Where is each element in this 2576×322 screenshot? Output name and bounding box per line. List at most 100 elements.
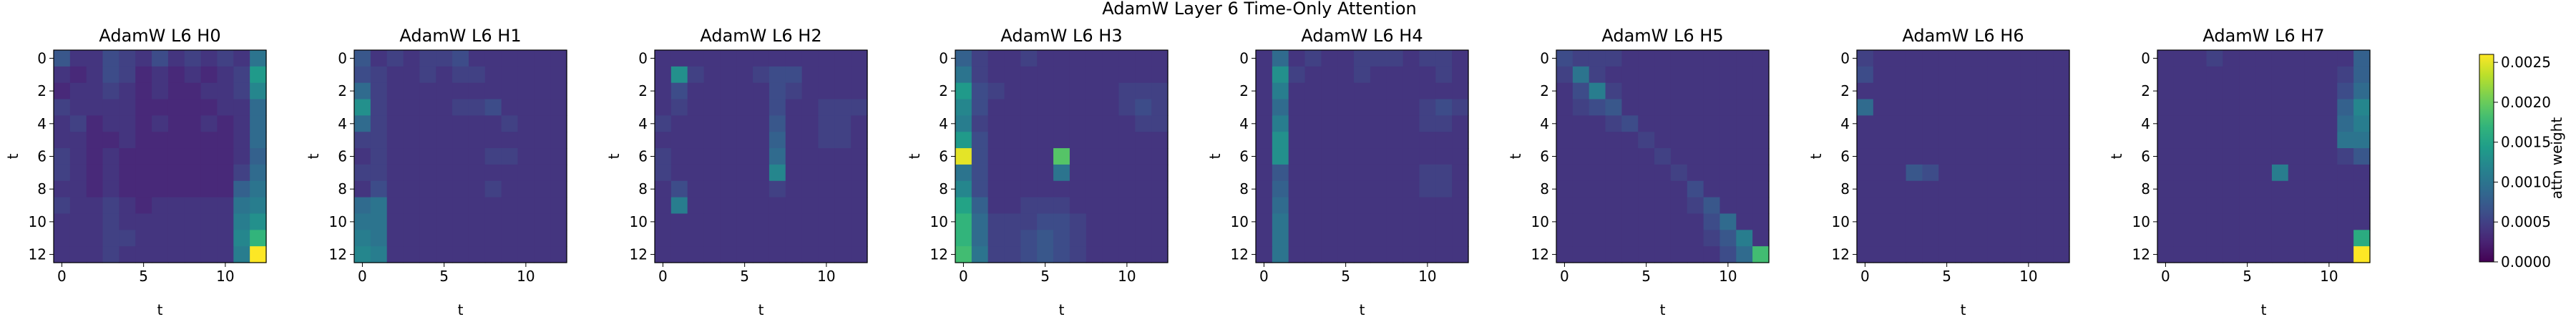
heatmap-cell-r5-c12 bbox=[250, 132, 267, 149]
heatmap-cell-r2-c6 bbox=[1955, 82, 1972, 100]
heatmap-cell-r1-c3 bbox=[1004, 66, 1021, 84]
heatmap-cell-r9-c8 bbox=[785, 197, 803, 215]
heatmap-cell-r0-c7 bbox=[167, 50, 185, 67]
heatmap-cell-r9-c2 bbox=[987, 197, 1005, 215]
heatmap-cell-r6-c12 bbox=[2053, 148, 2070, 165]
heatmap-cell-r6-c12 bbox=[250, 148, 267, 165]
heatmap-cell-r9-c2 bbox=[2190, 197, 2207, 215]
heatmap-cell-r9-c2 bbox=[86, 197, 104, 215]
heatmap-cell-r2-c6 bbox=[152, 82, 169, 100]
heatmap-cell-r11-c8 bbox=[1386, 230, 1404, 247]
heatmap-cell-r6-c10 bbox=[1118, 148, 1136, 165]
heatmap-cell-r8-c5 bbox=[1337, 180, 1355, 198]
heatmap-cell-r11-c11 bbox=[534, 230, 551, 247]
heatmap-cell-r4-c0 bbox=[354, 115, 371, 132]
heatmap-cell-r5-c11 bbox=[834, 132, 852, 149]
heatmap-cell-r3-c0 bbox=[1256, 99, 1273, 116]
heatmap-cell-r3-c10 bbox=[1118, 99, 1136, 116]
heatmap-cell-r4-c6 bbox=[1053, 115, 1070, 132]
heatmap-cell-r8-c6 bbox=[1955, 180, 1972, 198]
heatmap-cell-r3-c8 bbox=[484, 99, 502, 116]
heatmap-cell-r0-c0 bbox=[955, 50, 972, 67]
heatmap-cell-r9-c4 bbox=[1020, 197, 1038, 215]
heatmap-cell-r2-c12 bbox=[1452, 82, 1469, 100]
heatmap-cell-r7-c6 bbox=[753, 164, 770, 182]
heatmap-cell-r12-c10 bbox=[1419, 246, 1436, 263]
heatmap-cell-r11-c10 bbox=[1719, 230, 1737, 247]
heatmap-cell-r7-c3 bbox=[1906, 164, 1923, 182]
heatmap-cell-r10-c9 bbox=[1102, 213, 1120, 230]
heatmap-cell-r5-c6 bbox=[753, 132, 770, 149]
heatmap-cell-r7-c1 bbox=[1873, 164, 1890, 182]
y-tick-label: 4 bbox=[1239, 115, 1249, 132]
heatmap-cell-r0-c0 bbox=[655, 50, 672, 67]
colorbar-tick-label: 0.0000 bbox=[2501, 253, 2551, 270]
heatmap-cell-r5-c10 bbox=[517, 132, 535, 149]
heatmap-cell-r2-c4 bbox=[1020, 82, 1038, 100]
x-axis-label: t bbox=[157, 301, 163, 318]
heatmap-cell-r5-c6 bbox=[1053, 132, 1070, 149]
heatmap-cell-r2-c5 bbox=[1638, 82, 1655, 100]
heatmap-cell-r5-c2 bbox=[687, 132, 705, 149]
heatmap-cell-r8-c12 bbox=[1752, 180, 1770, 198]
heatmap-cell-r5-c2 bbox=[1288, 132, 1306, 149]
heatmap-cell-r8-c4 bbox=[2223, 180, 2240, 198]
x-axis-label: t bbox=[1660, 301, 1666, 318]
heatmap-cell-r0-c1 bbox=[1272, 50, 1289, 67]
y-axis-label: t bbox=[906, 153, 923, 159]
heatmap-cell-r0-c9 bbox=[200, 50, 218, 67]
heatmap-cell-r5-c3 bbox=[102, 132, 119, 149]
heatmap-cell-r3-c2 bbox=[1589, 99, 1606, 116]
heatmap-cell-r11-c4 bbox=[720, 230, 737, 247]
heatmap-cell-r0-c1 bbox=[1572, 50, 1590, 67]
heatmap-cell-r6-c2 bbox=[687, 148, 705, 165]
x-tick-label: 0 bbox=[959, 268, 968, 285]
heatmap-cell-r12-c6 bbox=[1955, 246, 1972, 263]
heatmap-cell-r7-c12 bbox=[250, 164, 267, 182]
heatmap-cell-r4-c6 bbox=[1354, 115, 1371, 132]
heatmap-cell-r10-c8 bbox=[484, 213, 502, 230]
heatmap-cell-r3-c1 bbox=[1873, 99, 1890, 116]
heatmap-cell-r12-c5 bbox=[1638, 246, 1655, 263]
heatmap-cell-r11-c2 bbox=[1288, 230, 1306, 247]
heatmap-cell-r9-c6 bbox=[152, 197, 169, 215]
heatmap-cell-r0-c10 bbox=[217, 50, 234, 67]
colorbar-tick-label: 0.0015 bbox=[2501, 134, 2551, 151]
heatmap-cell-r8-c10 bbox=[517, 180, 535, 198]
heatmap-cell-r7-c7 bbox=[468, 164, 486, 182]
heatmap-cell-r4-c6 bbox=[152, 115, 169, 132]
heatmap-cell-r1-c0 bbox=[955, 66, 972, 84]
heatmap-cell-r1-c5 bbox=[736, 66, 753, 84]
heatmap-cell-r4-c8 bbox=[1987, 115, 2005, 132]
heatmap-cell-r9-c10 bbox=[1419, 197, 1436, 215]
heatmap-cell-r5-c11 bbox=[2337, 132, 2354, 149]
heatmap-cell-r12-c12 bbox=[2353, 246, 2371, 263]
heatmap-cell-r4-c11 bbox=[834, 115, 852, 132]
heatmap-cell-r3-c6 bbox=[452, 99, 469, 116]
heatmap-cell-r4-c11 bbox=[2337, 115, 2354, 132]
heatmap-cell-r4-c8 bbox=[184, 115, 202, 132]
heatmap-cell-r7-c2 bbox=[86, 164, 104, 182]
heatmap-cell-r2-c8 bbox=[2288, 82, 2306, 100]
x-axis-label: t bbox=[758, 301, 764, 318]
heatmap-cell-r7-c6 bbox=[152, 164, 169, 182]
heatmap-cell-r11-c4 bbox=[119, 230, 136, 247]
heatmap-cell-r11-c11 bbox=[1435, 230, 1453, 247]
heatmap-cell-r3-c1 bbox=[670, 99, 688, 116]
heatmap-cell-r5-c8 bbox=[1085, 132, 1103, 149]
heatmap-cell-r1-c9 bbox=[2304, 66, 2322, 84]
heatmap-cell-r9-c3 bbox=[1004, 197, 1021, 215]
heatmap-cell-r12-c11 bbox=[2337, 246, 2354, 263]
heatmap-cell-r10-c12 bbox=[2353, 213, 2371, 230]
heatmap-cell-r5-c2 bbox=[1889, 132, 1907, 149]
x-axis-label: t bbox=[1961, 301, 1966, 318]
heatmap-cell-r5-c8 bbox=[484, 132, 502, 149]
heatmap-cell-r5-c2 bbox=[2190, 132, 2207, 149]
heatmap-cell-r1-c6 bbox=[1654, 66, 1672, 84]
heatmap-cell-r9-c3 bbox=[2206, 197, 2223, 215]
heatmap-cell-r9-c12 bbox=[1452, 197, 1469, 215]
heatmap-cell-r1-c4 bbox=[1020, 66, 1038, 84]
heatmap-cell-r12-c7 bbox=[167, 246, 185, 263]
heatmap-cell-r2-c6 bbox=[753, 82, 770, 100]
heatmap-cell-r2-c3 bbox=[1004, 82, 1021, 100]
